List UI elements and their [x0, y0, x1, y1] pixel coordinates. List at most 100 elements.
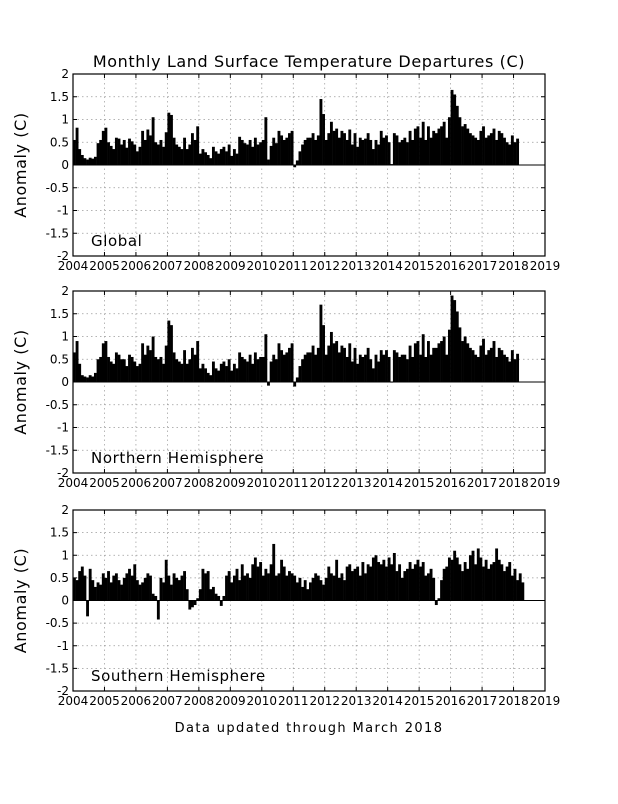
- chart-bar: [392, 350, 396, 382]
- chart-bar: [96, 582, 100, 601]
- x-tick-label: 2008: [184, 476, 215, 490]
- x-tick-label: 2009: [215, 259, 246, 273]
- x-tick-label: 2015: [404, 694, 435, 708]
- chart-bar: [227, 571, 231, 601]
- chart-bar: [442, 121, 446, 165]
- chart-bar: [513, 359, 517, 382]
- chart-bar: [146, 129, 150, 165]
- chart-bar: [329, 121, 333, 165]
- chart-bar: [235, 368, 239, 382]
- x-tick-label: 2014: [372, 259, 403, 273]
- x-tick-label: 2004: [58, 476, 89, 490]
- chart-bar: [382, 354, 386, 382]
- chart-bar: [419, 137, 423, 165]
- chart-bar: [345, 356, 349, 382]
- chart-bar: [398, 564, 402, 601]
- chart-bar: [413, 343, 417, 382]
- chart-bar: [217, 595, 221, 601]
- chart-bar: [403, 354, 407, 382]
- chart-bar: [238, 352, 242, 382]
- chart-bar: [356, 363, 360, 382]
- chart-bar: [240, 139, 244, 165]
- chart-bar: [337, 577, 341, 601]
- chart-bar: [135, 580, 139, 601]
- chart-bar: [371, 557, 375, 601]
- chart-bar: [138, 363, 142, 382]
- chart-bar: [437, 343, 441, 382]
- chart-bar: [311, 577, 315, 601]
- chart-bar: [282, 566, 286, 601]
- chart-bar: [125, 366, 129, 382]
- chart-bar: [73, 577, 76, 601]
- chart-bar: [356, 566, 360, 601]
- y-tick-label: 0.5: [50, 352, 69, 366]
- chart-bar: [455, 105, 459, 165]
- chart-bar: [374, 555, 378, 601]
- chart-bar: [225, 366, 228, 382]
- chart-bar: [80, 566, 84, 601]
- chart-bar: [259, 142, 263, 165]
- chart-bar: [385, 135, 388, 165]
- x-tick-label: 2007: [152, 694, 183, 708]
- chart-bar: [500, 350, 504, 382]
- chart-bar: [172, 137, 176, 165]
- chart-bar: [416, 559, 420, 601]
- chart-bar: [377, 361, 381, 382]
- chart-bar: [274, 575, 278, 601]
- chart-bar: [75, 127, 79, 165]
- chart-bar: [91, 376, 95, 382]
- chart-bar: [248, 139, 252, 165]
- chart-bar: [497, 130, 501, 165]
- chart-bar: [109, 361, 113, 382]
- chart-bar: [447, 117, 451, 165]
- chart-bar: [332, 130, 336, 165]
- chart-bar: [492, 341, 496, 382]
- chart-bar: [211, 361, 215, 382]
- chart-bar: [495, 548, 499, 601]
- chart-bar: [164, 132, 168, 165]
- chart-bar: [516, 138, 520, 165]
- chart-bar: [201, 149, 205, 165]
- chart-bar: [390, 564, 394, 601]
- chart-bar: [411, 139, 415, 165]
- panel-label: Northern Hemisphere: [91, 449, 264, 467]
- chart-bar: [419, 566, 423, 601]
- chart-bar: [440, 580, 443, 601]
- chart-bar: [120, 359, 124, 382]
- chart-bar: [219, 363, 223, 382]
- chart-bar: [429, 354, 433, 382]
- chart-bar: [479, 130, 483, 165]
- chart-bar: [272, 137, 276, 165]
- chart-bar: [280, 559, 284, 601]
- chart-bar: [104, 577, 108, 601]
- chart-bar: [217, 370, 221, 382]
- chart-bar: [141, 130, 145, 165]
- chart-bar: [345, 139, 349, 165]
- chart-bar: [411, 568, 415, 601]
- chart-bar: [406, 359, 409, 382]
- chart-bar: [329, 331, 333, 382]
- chart-bar: [209, 589, 213, 601]
- panel-label: Southern Hemisphere: [91, 667, 266, 685]
- x-tick-label: 2012: [309, 694, 340, 708]
- chart-bar: [450, 295, 454, 382]
- chart-bar: [75, 341, 79, 382]
- chart-bar: [99, 139, 103, 165]
- chart-bar: [303, 354, 307, 382]
- x-tick-label: 2008: [184, 259, 215, 273]
- chart-bar: [482, 126, 485, 165]
- chart-bar: [366, 133, 370, 165]
- chart-bar: [301, 586, 305, 601]
- chart-bar: [227, 359, 231, 382]
- chart-bar: [463, 562, 467, 601]
- chart-bar: [319, 304, 323, 382]
- chart-bar: [343, 580, 346, 601]
- chart-bar: [151, 336, 155, 382]
- chart-bar: [293, 165, 297, 168]
- chart-bar: [382, 559, 386, 601]
- chart-bar: [222, 361, 226, 382]
- x-tick-label: 2015: [404, 476, 435, 490]
- chart-bar: [251, 146, 255, 165]
- chart-bar: [146, 573, 150, 601]
- chart-bar: [96, 359, 100, 382]
